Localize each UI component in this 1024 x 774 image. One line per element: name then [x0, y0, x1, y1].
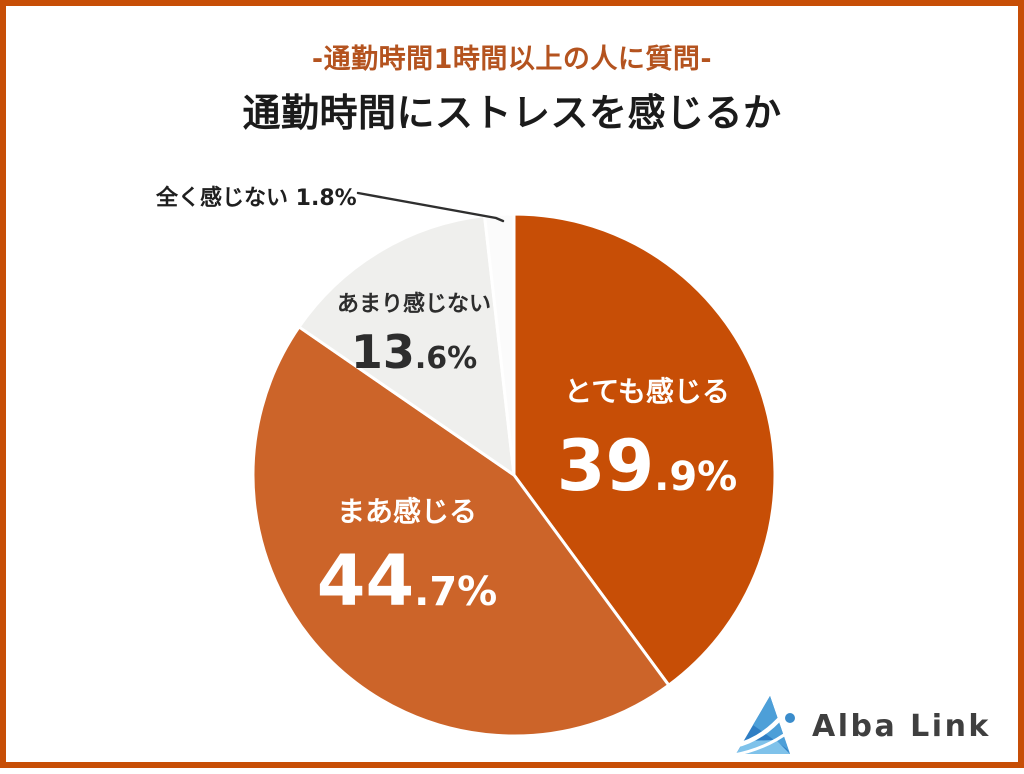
callout-label-sliver: 全く感じない 1.8% [156, 186, 357, 211]
slice-pct-int: 44 [316, 540, 415, 622]
chart-subtitle: -通勤時間1時間以上の人に質問- [311, 44, 713, 75]
slice-name: とても感じる [564, 375, 730, 408]
alba-link-logo: Alba Link [732, 694, 991, 758]
slice-name: まあ感じる [336, 495, 477, 528]
slice-pct-frac: .7% [414, 569, 498, 615]
slice-value: 44.7% [317, 546, 498, 616]
slice-value: 39.9% [557, 431, 738, 501]
slice-pct-int: 39 [556, 425, 655, 507]
pie-chart-svg [251, 212, 777, 738]
slice-label-totemo-kanjiru: とても感じる 39.9% [557, 375, 738, 502]
slice-pct-frac: .6% [414, 341, 478, 376]
slice-label-amari-kanjinai: あまり感じない 13.6% [336, 292, 492, 376]
slice-value: 13.6% [337, 329, 491, 375]
slice-label-maa-kanjiru: まあ感じる 44.7% [317, 495, 498, 617]
slice-pct-frac: .9% [654, 454, 738, 500]
slice-pct-int: 13 [350, 325, 415, 379]
alba-link-triangle-icon [732, 696, 795, 757]
pie-slice-0 [512, 212, 777, 687]
pie-slice-1 [251, 325, 671, 738]
alba-link-logo-text: Alba Link [812, 708, 991, 744]
slice-name: あまり感じない [336, 292, 492, 317]
chart-title: 通勤時間にストレスを感じるか [242, 91, 782, 135]
